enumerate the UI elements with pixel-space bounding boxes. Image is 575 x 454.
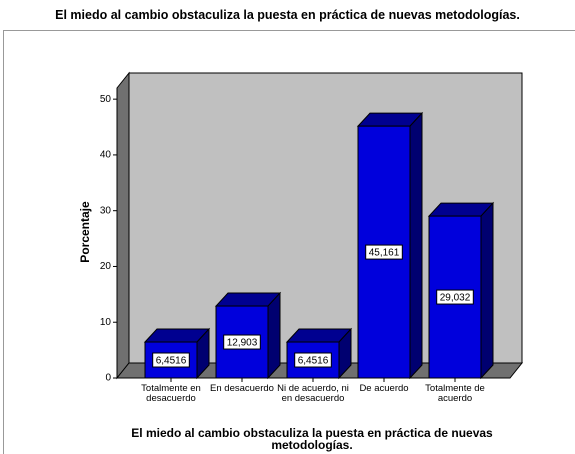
x-tick-label: Totalmente en desacuerdo [141,383,201,404]
value-label: 29,032 [440,293,471,304]
y-tick-label: 30 [100,205,112,216]
chart-title: El miedo al cambio obstaculiza la puesta… [55,8,520,22]
y-tick-label: 20 [100,261,112,272]
bar-side [409,111,423,380]
y-tick-label: 40 [100,150,112,161]
frame [3,30,575,454]
value-label-box [436,289,474,305]
y-tick-label: 50 [100,94,112,105]
y-axis-title: Porcentaje [78,201,92,263]
value-label: 6,4516 [298,356,329,367]
value-label-box [223,334,261,350]
value-label-box [365,244,403,260]
value-label-box [294,352,332,368]
value-label: 6,4516 [156,356,187,367]
x-tick-label: Ni de acuerdo, ni en desacuerdo [277,383,349,404]
value-label-box [152,352,190,368]
side-wall [116,71,130,380]
bar-side [267,291,281,380]
x-tick-label: De acuerdo [359,383,409,394]
y-tick-label: 0 [105,373,111,384]
y-tick-label: 10 [100,317,112,328]
value-label: 12,903 [227,338,258,349]
x-tick-label: Totalmente de acuerdo [425,383,485,404]
x-tick-label: En desacuerdo [210,383,274,394]
bar-side [480,201,494,380]
value-label: 45,161 [369,248,400,259]
x-axis-title: El miedo al cambio obstaculiza la puesta… [131,426,493,452]
